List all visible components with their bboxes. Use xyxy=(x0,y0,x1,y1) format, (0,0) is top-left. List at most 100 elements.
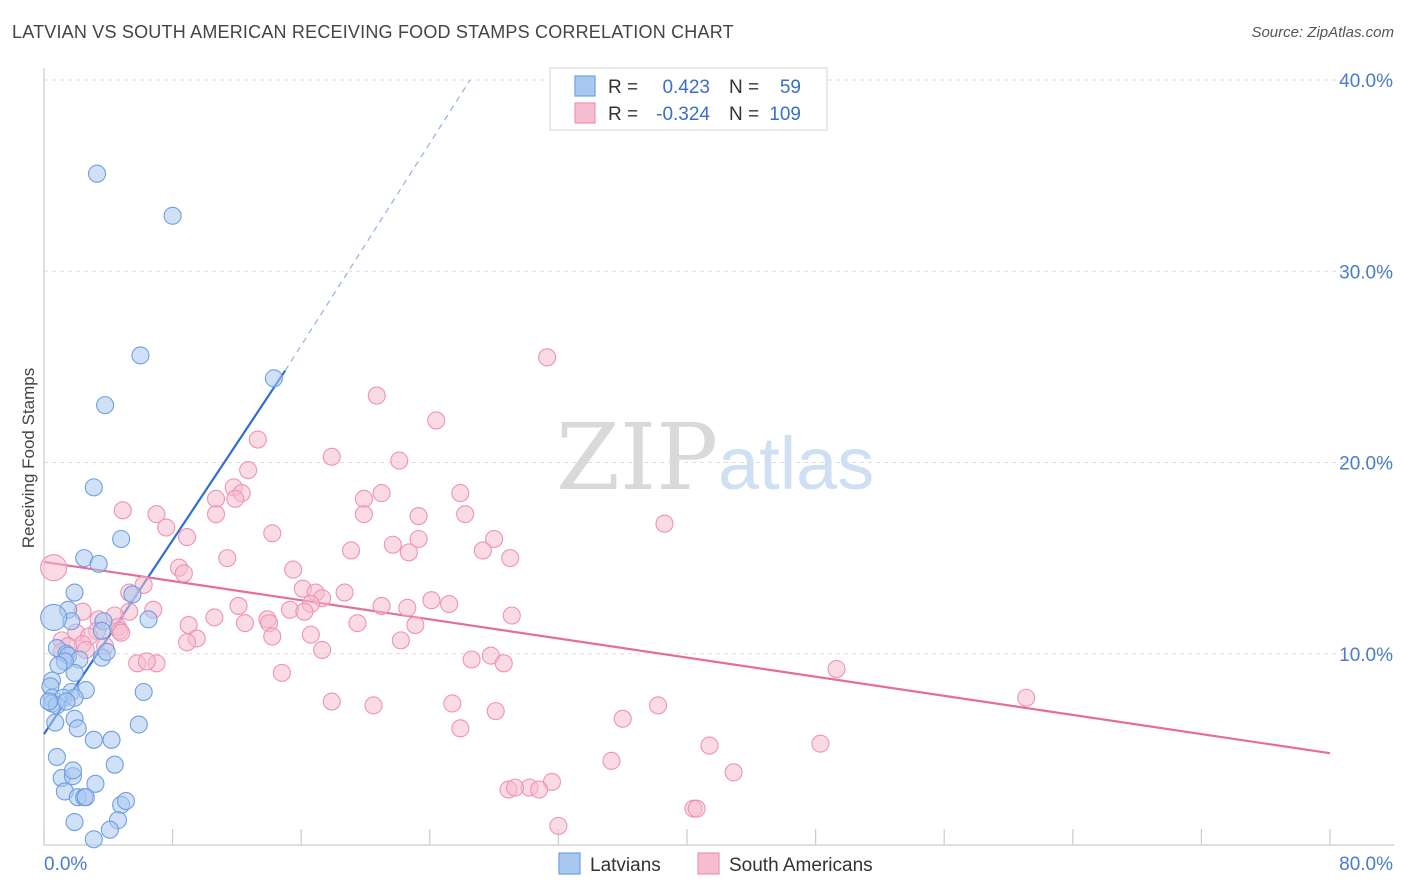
south-americans-point xyxy=(655,514,674,533)
south-americans-point xyxy=(178,633,197,652)
latvians-point xyxy=(89,554,108,573)
axes xyxy=(43,68,1394,846)
south-americans-point xyxy=(486,702,505,721)
legend-south-n-value: 109 xyxy=(769,104,801,125)
south-americans-point xyxy=(372,596,391,615)
latvians-point xyxy=(97,642,116,661)
south-americans-point xyxy=(427,411,446,430)
y-tick-label-3: 40.0% xyxy=(1339,71,1393,92)
latvians-point xyxy=(139,610,158,629)
latvians-point xyxy=(47,747,66,767)
legend-box xyxy=(549,67,828,131)
legend-south-r-value: -0.324 xyxy=(656,104,710,125)
latvians-trend-line xyxy=(43,370,287,735)
south-americans-point xyxy=(422,591,441,610)
latvians-point xyxy=(92,621,111,640)
south-americans-point xyxy=(206,505,226,524)
legend-latvian-swatch xyxy=(574,75,596,97)
south-americans-point xyxy=(367,386,386,405)
south-americans-point xyxy=(409,506,428,526)
latvians-point xyxy=(57,692,76,711)
latvians-point xyxy=(63,761,82,780)
south-americans-point xyxy=(811,734,830,753)
south-americans-point xyxy=(313,640,332,659)
south-americans-point xyxy=(406,616,425,635)
latvians-point xyxy=(84,478,103,497)
south-americans-points xyxy=(40,348,1036,835)
source-label: Source: ZipAtlas.com xyxy=(1251,24,1394,41)
south-americans-point xyxy=(137,652,156,671)
latvians-point xyxy=(87,164,107,183)
bottom-legend-latvian-label: Latvians xyxy=(590,855,661,876)
latvians-point xyxy=(40,603,68,631)
south-americans-point xyxy=(827,659,846,679)
south-americans-point xyxy=(390,451,409,470)
south-americans-point xyxy=(501,549,520,568)
latvians-point xyxy=(123,585,142,604)
south-americans-point xyxy=(40,554,68,582)
latvians-point xyxy=(100,820,119,839)
south-americans-point xyxy=(248,430,267,449)
y-tick-label-0: 10.0% xyxy=(1339,645,1393,666)
latvians-point xyxy=(264,369,283,388)
south-americans-point xyxy=(456,505,475,524)
latvians-point xyxy=(65,663,84,682)
latvians-points xyxy=(39,164,283,849)
latvians-point xyxy=(163,206,182,225)
south-americans-point xyxy=(322,447,341,466)
latvians-point xyxy=(96,396,115,415)
latvians-point xyxy=(68,719,87,738)
south-americans-point xyxy=(263,627,282,646)
x-tick-labels: 0.0% 80.0% xyxy=(44,854,1393,875)
south-americans-point xyxy=(451,484,470,503)
south-americans-point xyxy=(113,501,132,520)
legend-latvian-r-value: 0.423 xyxy=(662,77,710,98)
south-americans-point xyxy=(205,608,224,627)
south-americans-point xyxy=(322,692,341,711)
trend-lines xyxy=(43,79,1331,755)
south-americans-point xyxy=(295,602,314,621)
south-americans-point xyxy=(354,505,373,524)
south-americans-point xyxy=(443,694,462,713)
south-americans-point xyxy=(602,751,621,770)
x-tick-label-end: 80.0% xyxy=(1339,854,1393,875)
latvians-point xyxy=(76,788,95,807)
south-americans-point xyxy=(235,614,254,633)
latvians-point xyxy=(46,713,65,732)
south-americans-point xyxy=(112,623,131,642)
series-legend: Latvians South Americans xyxy=(558,852,873,876)
legend-latvian-n-label: N = xyxy=(729,77,759,98)
south-americans-point xyxy=(687,799,706,818)
y-axis-label: Receiving Food Stamps xyxy=(19,368,38,548)
latvians-point xyxy=(116,791,136,811)
latvians-point xyxy=(65,812,84,832)
latvians-point xyxy=(84,830,103,849)
south-americans-point xyxy=(485,529,504,549)
chart-title: LATVIAN VS SOUTH AMERICAN RECEIVING FOOD… xyxy=(12,22,734,42)
south-americans-point xyxy=(272,663,291,682)
south-americans-point xyxy=(239,461,258,480)
latvians-point xyxy=(49,656,68,675)
south-americans-point xyxy=(462,650,481,669)
bottom-legend-south-swatch xyxy=(697,852,720,875)
legend-south-swatch xyxy=(574,102,596,124)
south-americans-point xyxy=(147,505,166,524)
south-americans-point xyxy=(206,489,226,508)
latvians-trend-extension xyxy=(284,79,471,372)
watermark: ZIP atlas xyxy=(556,404,874,511)
south-americans-point xyxy=(157,518,176,537)
south-americans-point xyxy=(383,535,402,554)
y-tick-label-2: 30.0% xyxy=(1339,262,1393,283)
south-americans-point xyxy=(226,489,245,508)
south-americans-point xyxy=(348,614,367,633)
south-americans-point xyxy=(364,696,383,715)
y-tick-label-1: 20.0% xyxy=(1339,454,1393,475)
watermark-atlas: atlas xyxy=(718,422,874,505)
south-americans-point xyxy=(399,543,418,562)
south-americans-trend-line xyxy=(43,560,1331,755)
watermark-zip: ZIP xyxy=(556,404,718,511)
south-americans-point xyxy=(398,598,417,617)
y-tick-labels: 10.0% 20.0% 30.0% 40.0% xyxy=(1339,71,1393,666)
legend-latvian-n-value: 59 xyxy=(780,77,801,98)
